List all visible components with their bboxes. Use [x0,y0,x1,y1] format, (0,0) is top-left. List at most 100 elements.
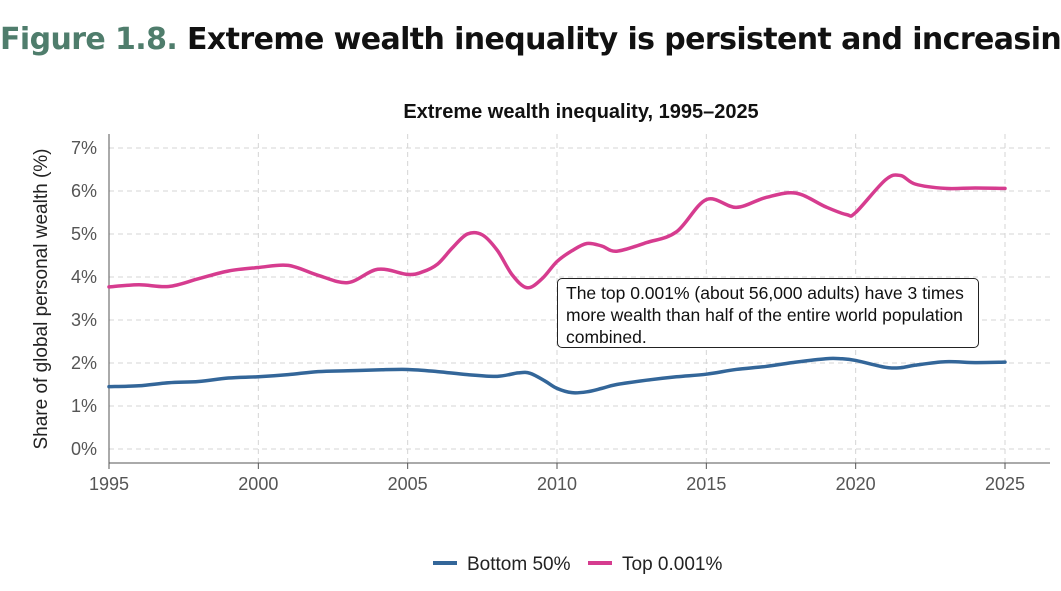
data-point [377,369,379,371]
data-point [227,270,229,272]
data-point [675,231,677,233]
data-point [197,278,199,280]
y-tick-label: 3% [71,310,97,330]
data-point [765,365,767,367]
data-point [168,382,170,384]
data-point [138,385,140,387]
data-point [317,370,319,372]
x-tick-label: 2000 [238,474,278,494]
axes [108,134,1050,469]
data-point [914,364,916,366]
data-point [377,268,379,270]
data-point [317,274,319,276]
data-point [571,250,573,252]
data-point [287,264,289,266]
y-tick-label: 0% [71,439,97,459]
figure-label: Figure 1.8. [0,22,178,57]
data-point [436,370,438,372]
data-point [556,260,558,262]
data-point [840,358,842,360]
data-point [466,233,468,235]
data-point [586,391,588,393]
series-layer [107,173,1007,395]
data-point [854,211,856,213]
data-point [914,183,916,185]
data-point [571,391,573,393]
data-point [257,376,259,378]
annotation-line-2: more wealth than half of the entire worl… [566,305,963,325]
data-point [645,379,647,381]
data-point [168,285,170,287]
data-point [705,373,707,375]
tick-labels: 0% 1% 2% 3% 4% 5% 6% 7% 1995 2000 2005 2010 2015 2020… [71,138,1025,494]
data-point [511,274,513,276]
data-point [795,361,797,363]
data-point [347,370,349,372]
data-point [944,361,946,363]
data-point [496,375,498,377]
data-point [846,213,848,215]
data-point [601,245,603,247]
data-point [601,387,603,389]
y-tick-label: 2% [71,353,97,373]
data-point [974,187,976,189]
y-axis-label: Share of global personal wealth (%) [31,148,52,449]
data-point [451,247,453,249]
data-point [675,376,677,378]
data-point [406,368,408,370]
data-point [616,383,618,385]
data-point [825,358,827,360]
data-point [287,373,289,375]
data-point [586,242,588,244]
series-line-top-0001 [107,173,1007,290]
annotation-box: The top 0.001% (about 56,000 adults) hav… [557,278,979,348]
data-point [1004,361,1006,363]
data-point [544,380,546,382]
chart-title: Extreme wealth inequality, 1995–2025 [403,101,758,123]
data-point [138,284,140,286]
data-point [974,361,976,363]
data-point [466,373,468,375]
data-point [825,206,827,208]
x-tick-label: 2015 [686,474,726,494]
data-point [526,287,528,289]
data-point [517,372,519,374]
data-point [227,377,229,379]
legend-label: Bottom 50% [467,554,571,575]
y-tick-label: 1% [71,396,97,416]
x-tick-label: 2020 [836,474,876,494]
y-tick-label: 7% [71,138,97,158]
data-point [854,359,856,361]
legend: Bottom 50% Top 0.001% [433,554,722,575]
figure-heading: Figure 1.8. Extreme wealth inequality is… [0,22,1061,57]
data-point [645,241,647,243]
data-point [406,273,408,275]
y-tick-label: 5% [71,224,97,244]
data-point [421,271,423,273]
data-point [899,174,901,176]
data-point [795,192,797,194]
x-tick-label: 2010 [537,474,577,494]
data-point [944,187,946,189]
data-point [496,249,498,251]
data-point [529,372,531,374]
data-point [108,385,110,387]
data-point [899,367,901,369]
data-point [108,286,110,288]
data-point [541,278,543,280]
data-point [556,387,558,389]
x-tick-label: 1995 [89,474,129,494]
data-point [705,198,707,200]
annotation-line-3: combined. [566,327,647,347]
data-point [616,250,618,252]
data-point [1004,187,1006,189]
data-point [884,366,886,368]
x-tick-label: 2005 [388,474,428,494]
data-point [481,234,483,236]
data-point [257,266,259,268]
data-point [735,206,737,208]
y-tick-label: 4% [71,267,97,287]
figure-heading-text: Extreme wealth inequality is persistent … [187,22,1061,57]
y-tick-label: 6% [71,181,97,201]
data-point [884,179,886,181]
